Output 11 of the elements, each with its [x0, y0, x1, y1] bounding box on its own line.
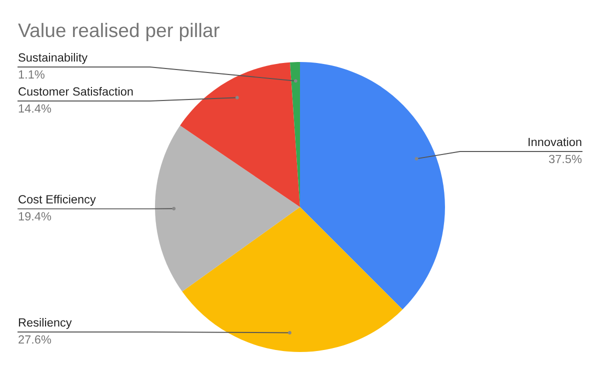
data-label: 1.1%: [18, 70, 44, 79]
chart-title: Value realised per pillar: [18, 22, 220, 42]
data-label: 37.5%: [548, 154, 582, 164]
slice-label: Customer Satisfaction: [18, 86, 133, 96]
data-label: 19.4%: [18, 212, 52, 220]
slice-label: Sustainability: [18, 52, 88, 64]
data-label: 14.4%: [18, 104, 52, 113]
data-label: 27.6%: [18, 335, 52, 344]
slice-label: Cost Efficiency: [18, 194, 96, 206]
slice-label: Innovation: [528, 138, 582, 146]
slice-label: Resiliency: [18, 318, 72, 329]
